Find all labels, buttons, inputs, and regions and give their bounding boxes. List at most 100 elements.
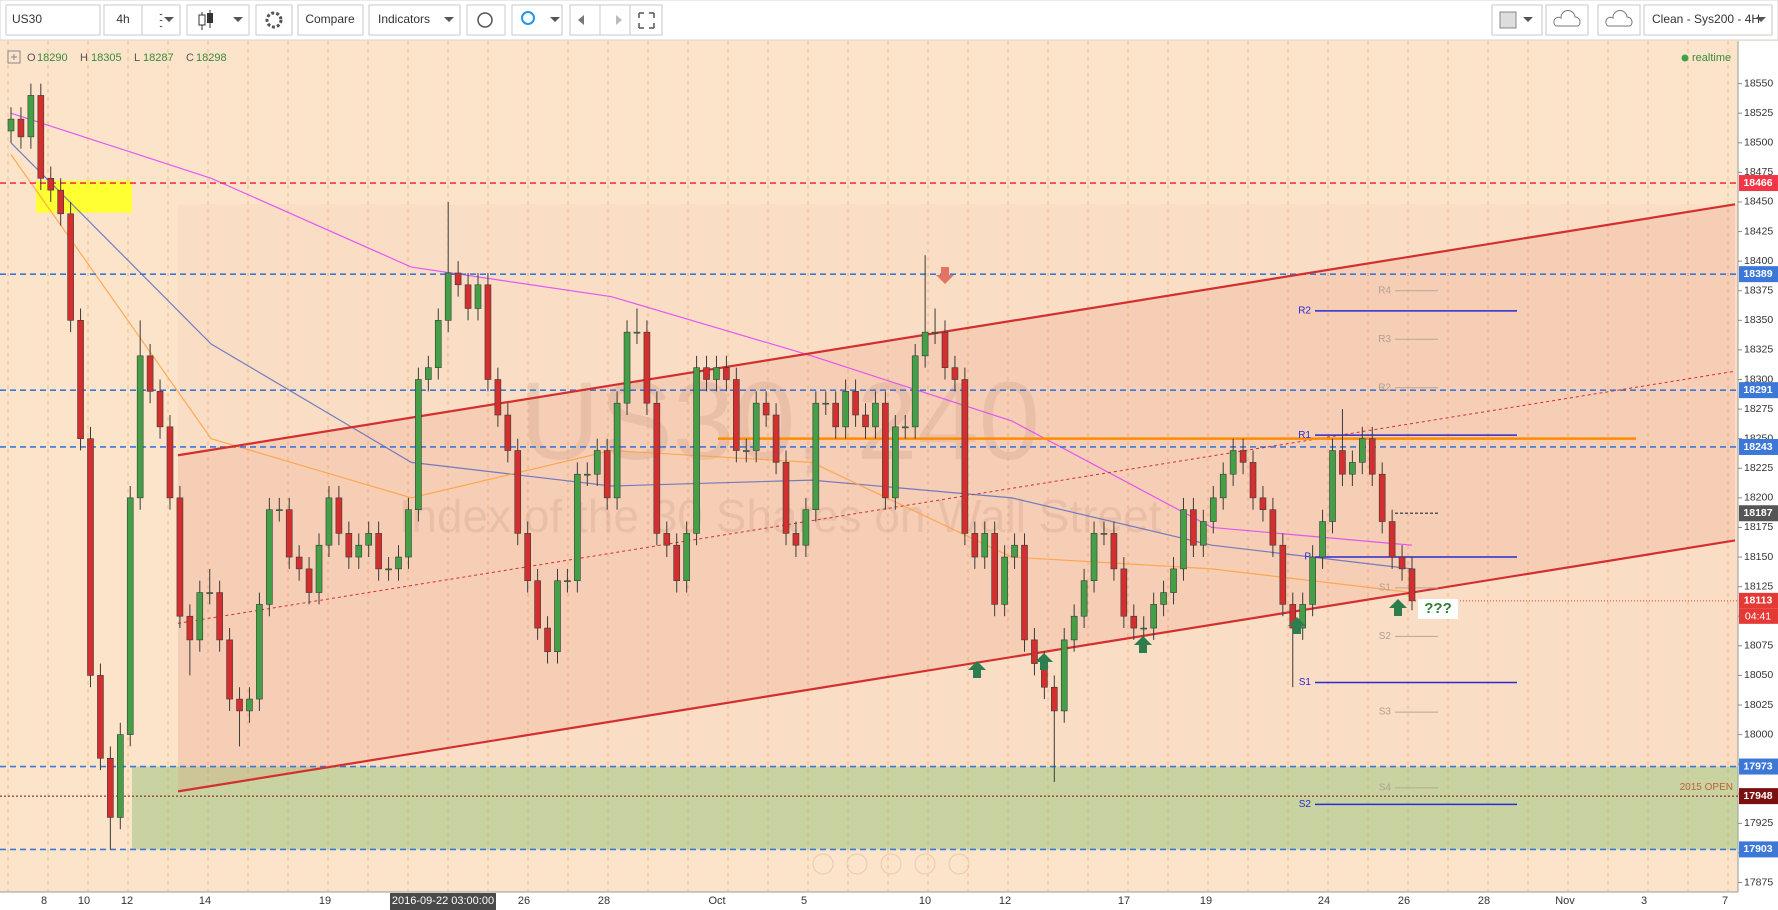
candle-body — [1408, 568, 1416, 602]
candle-body — [325, 497, 333, 546]
indicators-label: Indicators — [378, 12, 430, 26]
candle-body — [613, 402, 621, 499]
candle-body — [315, 544, 323, 593]
candle-body — [1209, 497, 1217, 522]
candle-body — [1031, 639, 1038, 664]
candle-body — [1239, 450, 1247, 463]
x-tick-label: 24 — [1318, 895, 1330, 907]
compare-button[interactable] — [297, 4, 364, 36]
y-tick-label: 17875 — [1744, 876, 1773, 888]
x-tick-label: Oct — [708, 895, 725, 907]
settings-button[interactable] — [255, 4, 293, 36]
candle-body — [345, 533, 353, 558]
symbol: US30 — [12, 12, 42, 26]
signal-arrows — [936, 267, 1407, 678]
candle-body — [1219, 473, 1227, 499]
toolbar — [0, 0, 1778, 41]
candle-body — [57, 189, 64, 215]
candle-body — [1150, 604, 1157, 629]
candle-body — [116, 734, 124, 818]
date-highlight — [390, 893, 496, 910]
save-button[interactable] — [1597, 4, 1641, 36]
candle-body — [454, 272, 462, 286]
caret — [164, 17, 174, 22]
candle-body — [305, 568, 313, 593]
candle-body — [1299, 604, 1307, 629]
candle-body — [862, 414, 869, 428]
candle-body — [892, 426, 899, 499]
countdown-box — [1739, 608, 1778, 624]
x-tick-label: 10 — [78, 895, 90, 907]
pivot-label: S1 — [1299, 677, 1312, 688]
candle-body — [991, 533, 998, 605]
symbol-box[interactable] — [5, 4, 101, 36]
candle-body — [27, 95, 35, 138]
candle-body — [1060, 639, 1068, 712]
pivot-label: R4 — [1378, 285, 1391, 296]
candle-body — [832, 402, 840, 428]
candle-body — [206, 592, 214, 594]
crosshair-label: 18187 — [1743, 507, 1772, 519]
channel-fill — [178, 204, 1735, 792]
candle-body — [951, 367, 959, 380]
candle-body — [1160, 592, 1167, 605]
load-button[interactable] — [1545, 4, 1589, 36]
candle-body — [375, 533, 382, 570]
candle-body — [1120, 568, 1128, 617]
channel-midline — [177, 370, 1736, 624]
ohlc-value: 18305 — [91, 52, 122, 64]
fullscreen-button[interactable] — [629, 4, 663, 36]
x-tick-label: 3 — [1641, 895, 1647, 907]
redo-button[interactable] — [599, 4, 631, 36]
ohlc-value: 18287 — [143, 52, 174, 64]
candle-body — [1011, 544, 1018, 558]
candle-body — [176, 497, 184, 617]
moving-average — [10, 154, 1413, 594]
layout-button[interactable] — [1643, 4, 1773, 36]
candle-body — [136, 355, 144, 499]
candle-body — [713, 367, 720, 380]
candle-body — [1050, 686, 1058, 712]
y-tick-label: 18350 — [1744, 314, 1773, 326]
candle-body — [236, 698, 243, 712]
interval-button[interactable] — [103, 4, 143, 36]
y-tick-label: 18550 — [1744, 77, 1773, 89]
level-label: 17948 — [1743, 790, 1772, 802]
candle-body — [216, 592, 223, 641]
caret — [444, 17, 454, 22]
candle-body — [971, 533, 979, 558]
candle-body — [1349, 462, 1356, 475]
candle-body — [37, 95, 45, 179]
candle-body — [504, 414, 512, 451]
collapse-button[interactable] — [7, 50, 21, 64]
candle-body — [653, 402, 661, 534]
candle-body — [464, 284, 472, 309]
caret — [233, 17, 243, 22]
candle-body — [911, 355, 919, 428]
candle-body — [365, 533, 373, 546]
candle-body — [484, 284, 492, 380]
y-tick-label: 18375 — [1744, 285, 1773, 297]
candle-body — [842, 391, 849, 428]
candle-body — [266, 509, 273, 605]
candle-body — [295, 556, 303, 570]
candle-body — [762, 402, 770, 416]
x-tick-label: 12 — [999, 895, 1011, 907]
candle-body — [633, 331, 641, 334]
ohlc-key: O — [27, 52, 36, 64]
candle-body — [1229, 450, 1237, 475]
indicators-button[interactable] — [368, 4, 461, 36]
candle-body — [1170, 568, 1177, 593]
candle-body — [17, 118, 25, 138]
undo-button[interactable] — [569, 4, 601, 36]
candle-body — [1279, 544, 1287, 605]
candle-body — [822, 402, 830, 405]
y-tick-label: 18400 — [1744, 255, 1773, 267]
pivot-label: R2 — [1378, 382, 1391, 393]
moving-average — [10, 112, 1413, 546]
candle-body — [673, 544, 681, 582]
candle-body — [742, 450, 750, 452]
y-tick-label: 18525 — [1744, 107, 1773, 119]
candle-body — [782, 462, 790, 534]
alert-button[interactable] — [466, 4, 506, 36]
